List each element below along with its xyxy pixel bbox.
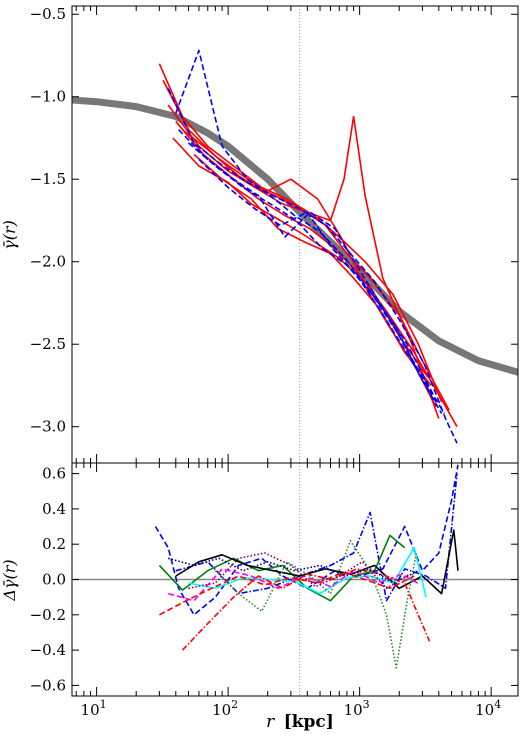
bottom-y-tick-label: −0.2 <box>30 606 66 624</box>
bottom-y-tick-label: 0.6 <box>42 465 66 483</box>
top-panel: −3.0 −2.5 −2.0 −1.5 −1.0 −0.5 γ̄(r) <box>0 5 519 464</box>
top-series-line-10 <box>187 142 445 414</box>
top-series-line-7 <box>167 88 458 444</box>
bottom-series-line-2 <box>158 534 406 602</box>
bottom-y-tick-label: 0.0 <box>42 571 66 589</box>
top-y-tick-label: −0.5 <box>30 5 66 23</box>
bottom-series-line-6 <box>159 571 415 616</box>
top-tick-group: −3.0 −2.5 −2.0 −1.5 −1.0 −0.5 <box>30 5 518 463</box>
x-tick-label: 103 <box>344 698 370 719</box>
bottom-series-line-9 <box>167 557 419 584</box>
top-y-tick-label: −3.0 <box>30 418 66 436</box>
top-model-curve <box>72 96 518 376</box>
bottom-y-axis-label: Δγ̄(r) <box>0 559 19 601</box>
bottom-y-tick-label: 0.4 <box>42 500 66 518</box>
top-plot-area <box>72 6 518 463</box>
bottom-series-line-4 <box>188 546 427 598</box>
bottom-y-tick-label: −0.6 <box>30 676 66 694</box>
bottom-series-line-3 <box>175 529 459 595</box>
top-y-tick-label: −1.0 <box>30 88 66 106</box>
x-axis-label-var: r <box>266 712 275 732</box>
top-y-tick-label: −2.5 <box>30 335 66 353</box>
x-axis-label: r [kpc] <box>266 712 334 732</box>
top-y-tick-label: −2.0 <box>30 253 66 271</box>
x-axis-label-unit: [kpc] <box>284 712 334 732</box>
top-series-line-11 <box>198 158 437 403</box>
x-tick-label: 101 <box>81 698 107 719</box>
top-series-group <box>72 6 518 463</box>
top-series-line-8 <box>175 49 443 414</box>
bottom-series-line-10 <box>188 552 411 590</box>
x-tick-label: 102 <box>212 698 238 719</box>
top-y-axis-label: γ̄(r) <box>0 220 19 250</box>
bottom-panel: −0.6 −0.4 −0.2 0.0 0.2 0.4 0.6 101 102 103 104 Δγ̄… <box>0 462 519 719</box>
bottom-series-group <box>72 463 518 696</box>
bottom-series-line-8 <box>214 539 418 669</box>
top-series-line-0 <box>158 63 443 403</box>
top-y-tick-label: −1.5 <box>30 170 66 188</box>
x-tick-label: 104 <box>475 698 501 719</box>
bottom-y-tick-label: 0.2 <box>42 535 66 553</box>
bottom-y-tick-label: −0.4 <box>30 641 66 659</box>
bottom-tick-group: −0.6 −0.4 −0.2 0.0 0.2 0.4 0.6 101 102 103 104 <box>30 463 518 719</box>
